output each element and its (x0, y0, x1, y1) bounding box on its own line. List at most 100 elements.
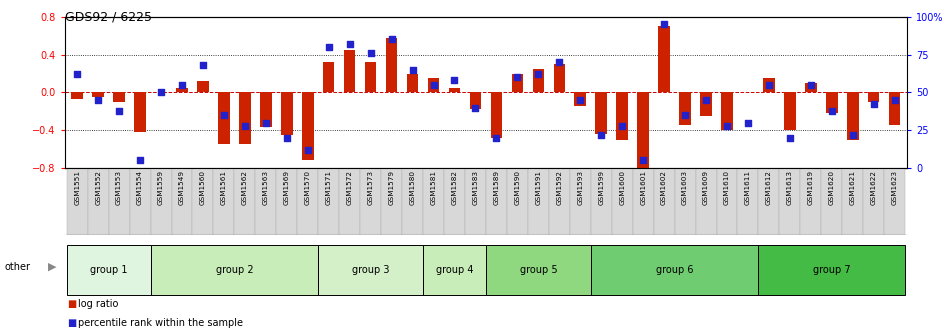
Bar (428, 78, 439, 92)
Point (552, 59, 567, 65)
Bar (235, 168, 256, 235)
Bar (612, 168, 633, 235)
Bar (365, 62, 376, 92)
Text: ■: ■ (67, 299, 77, 309)
Point (489, 135, 504, 140)
Bar (528, 168, 549, 235)
Point (196, 62, 211, 68)
Bar (198, 81, 209, 92)
Text: GSM1579: GSM1579 (389, 170, 394, 205)
Point (866, 102, 882, 107)
Text: GSM1563: GSM1563 (263, 170, 269, 205)
Bar (779, 168, 800, 235)
Point (719, 123, 734, 128)
Text: other: other (5, 262, 30, 272)
Bar (323, 62, 334, 92)
Text: GSM1589: GSM1589 (493, 170, 500, 205)
Bar (758, 245, 905, 295)
Bar (386, 38, 397, 92)
Bar (868, 92, 880, 102)
Bar (66, 168, 87, 235)
Point (238, 123, 253, 128)
Bar (469, 92, 482, 110)
Point (321, 44, 336, 50)
Text: GSM1602: GSM1602 (661, 170, 667, 205)
Text: GSM1611: GSM1611 (745, 170, 751, 205)
Bar (533, 69, 544, 92)
Bar (260, 92, 272, 127)
Point (846, 132, 861, 137)
Bar (721, 92, 732, 130)
Point (342, 41, 357, 47)
Bar (889, 92, 901, 125)
Bar (150, 245, 318, 295)
Bar (423, 245, 486, 295)
Point (217, 112, 232, 118)
Bar (758, 168, 779, 235)
Bar (318, 168, 339, 235)
Point (740, 120, 755, 125)
Bar (633, 168, 654, 235)
Text: GSM1601: GSM1601 (640, 170, 646, 205)
Point (132, 158, 147, 163)
Point (90, 97, 105, 103)
Point (698, 97, 713, 103)
Bar (695, 168, 716, 235)
Text: group 4: group 4 (436, 265, 473, 275)
Point (804, 82, 819, 88)
Text: GSM1559: GSM1559 (158, 170, 164, 205)
Bar (884, 168, 905, 235)
Point (677, 112, 693, 118)
Bar (763, 78, 774, 92)
Bar (596, 92, 607, 134)
Text: GSM1553: GSM1553 (116, 170, 123, 205)
Bar (512, 74, 523, 92)
Bar (485, 245, 591, 295)
Bar (826, 92, 838, 113)
Text: GSM1621: GSM1621 (849, 170, 856, 205)
Point (510, 75, 525, 80)
Point (111, 108, 126, 113)
Bar (570, 168, 591, 235)
Bar (637, 92, 649, 168)
Text: GDS92 / 6225: GDS92 / 6225 (65, 10, 152, 23)
Bar (490, 92, 503, 138)
Text: GSM1573: GSM1573 (368, 170, 373, 205)
Bar (554, 64, 565, 92)
Bar (87, 168, 108, 235)
Bar (737, 168, 758, 235)
Bar (617, 92, 628, 140)
Bar (591, 245, 758, 295)
Point (69, 72, 85, 77)
Point (426, 82, 441, 88)
Text: GSM1562: GSM1562 (242, 170, 248, 205)
Bar (784, 92, 796, 130)
Bar (549, 168, 570, 235)
Bar (591, 168, 612, 235)
Bar (339, 168, 360, 235)
Point (594, 132, 609, 137)
Point (175, 82, 190, 88)
Point (384, 37, 399, 42)
Bar (674, 168, 695, 235)
Bar (176, 88, 188, 92)
Bar (847, 92, 859, 140)
Bar (214, 168, 235, 235)
Bar (700, 92, 712, 116)
Text: GSM1569: GSM1569 (284, 170, 290, 205)
Bar (344, 50, 355, 92)
Text: GSM1603: GSM1603 (682, 170, 688, 205)
Bar (360, 168, 381, 235)
Bar (822, 168, 843, 235)
Text: ▶: ▶ (48, 262, 56, 272)
Text: GSM1619: GSM1619 (808, 170, 814, 205)
Text: GSM1583: GSM1583 (472, 170, 479, 205)
Text: GSM1620: GSM1620 (828, 170, 835, 205)
Bar (256, 168, 276, 235)
Text: GSM1551: GSM1551 (74, 170, 80, 205)
Bar (318, 245, 423, 295)
Bar (218, 92, 230, 144)
Bar (407, 74, 418, 92)
Point (279, 135, 294, 140)
Point (761, 82, 776, 88)
